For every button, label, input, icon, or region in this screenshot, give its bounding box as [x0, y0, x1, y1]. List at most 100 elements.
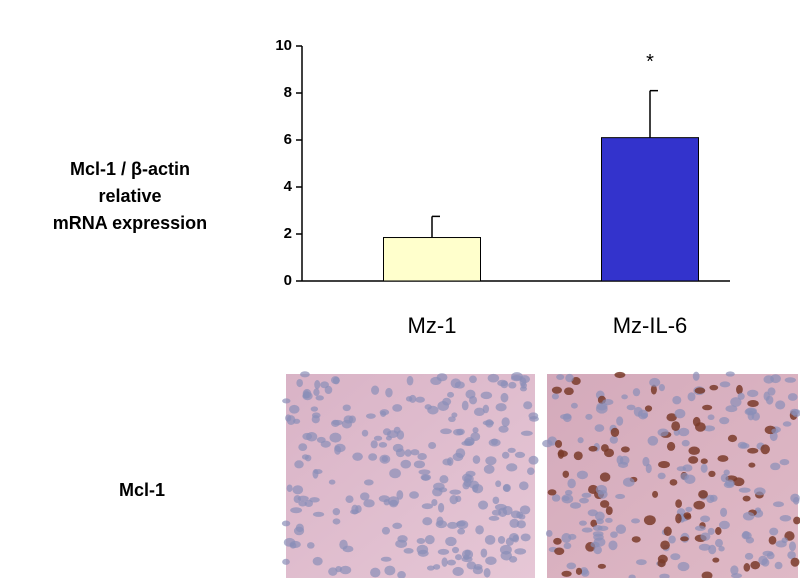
- cell-nucleus: [554, 440, 563, 448]
- cell-nucleus: [605, 517, 613, 523]
- cell-nucleus: [482, 420, 495, 426]
- cell-nucleus: [775, 400, 786, 410]
- cell-nucleus: [461, 556, 473, 563]
- cell-nucleus: [715, 538, 723, 548]
- cell-nucleus: [700, 532, 711, 541]
- cell-nucleus: [415, 396, 425, 403]
- cell-nucleus: [698, 490, 708, 499]
- cell-nucleus: [290, 507, 303, 514]
- cell-nucleus: [445, 536, 457, 547]
- cell-nucleus: [694, 387, 706, 394]
- cell-nucleus: [581, 527, 593, 533]
- cell-nucleus: [725, 371, 735, 377]
- cell-nucleus: [451, 412, 458, 418]
- cell-nucleus: [296, 378, 303, 388]
- cell-nucleus: [730, 397, 742, 407]
- cell-nucleus: [342, 404, 351, 412]
- y-tick-label: 2: [284, 225, 292, 242]
- cell-nucleus: [718, 520, 730, 530]
- cell-nucleus: [703, 425, 716, 432]
- cell-nucleus: [566, 562, 577, 570]
- cell-nucleus: [737, 392, 745, 400]
- cell-nucleus: [368, 453, 378, 461]
- cell-nucleus: [495, 480, 502, 488]
- cell-nucleus: [360, 492, 370, 501]
- cell-nucleus: [666, 413, 677, 422]
- cell-nucleus: [545, 530, 553, 537]
- cell-nucleus: [289, 404, 300, 414]
- cell-nucleus: [309, 497, 320, 503]
- cell-nucleus: [748, 462, 756, 468]
- cell-nucleus: [781, 537, 788, 544]
- cell-nucleus: [596, 402, 608, 411]
- cell-nucleus: [298, 500, 307, 507]
- cell-nucleus: [720, 473, 729, 483]
- cell-nucleus: [332, 508, 341, 516]
- cell-nucleus: [289, 540, 301, 549]
- cell-nucleus: [499, 544, 512, 555]
- cell-nucleus: [573, 451, 583, 461]
- cell-nucleus: [485, 556, 497, 565]
- cell-nucleus: [387, 496, 400, 506]
- cell-nucleus: [472, 484, 484, 494]
- cell-nucleus: [657, 428, 669, 437]
- cell-nucleus: [610, 531, 618, 538]
- cell-nucleus: [708, 544, 717, 555]
- cell-nucleus: [314, 380, 321, 390]
- cell-nucleus: [615, 524, 627, 535]
- cell-nucleus: [413, 460, 426, 469]
- cell-nucleus: [738, 487, 751, 493]
- cell-nucleus: [663, 526, 672, 536]
- cell-nucleus: [657, 559, 666, 568]
- cell-nucleus: [298, 443, 308, 451]
- cell-nucleus: [715, 527, 722, 535]
- cell-nucleus: [750, 560, 761, 570]
- cell-nucleus: [332, 376, 340, 385]
- cell-nucleus: [557, 450, 568, 457]
- cell-nucleus: [793, 516, 800, 525]
- cell-nucleus: [295, 523, 304, 533]
- cell-nucleus: [621, 394, 628, 400]
- cell-nucleus: [397, 571, 406, 578]
- cell-nucleus: [758, 555, 768, 566]
- cell-nucleus: [294, 460, 304, 469]
- cell-nucleus: [547, 489, 557, 496]
- cell-nucleus: [631, 518, 641, 524]
- cell-nucleus: [382, 428, 392, 436]
- cell-nucleus: [640, 412, 648, 419]
- cell-nucleus: [508, 381, 517, 389]
- cell-nucleus: [681, 439, 690, 447]
- x-tick-label: Mz-IL-6: [613, 313, 688, 338]
- cell-nucleus: [464, 437, 475, 446]
- cell-nucleus: [310, 406, 319, 412]
- cell-nucleus: [615, 493, 626, 500]
- cell-nucleus: [616, 455, 624, 465]
- cell-nucleus: [505, 537, 514, 546]
- cell-nucleus: [571, 377, 581, 386]
- cell-nucleus: [717, 455, 729, 462]
- cell-nucleus: [614, 371, 626, 379]
- cell-nucleus: [669, 479, 678, 486]
- cell-nucleus: [441, 557, 448, 567]
- cell-nucleus: [644, 405, 653, 412]
- cell-nucleus: [420, 473, 432, 481]
- cell-nucleus: [514, 548, 527, 555]
- cell-nucleus: [365, 413, 376, 419]
- cell-nucleus: [514, 451, 526, 459]
- cell-nucleus: [328, 567, 338, 576]
- cell-nucleus: [668, 535, 676, 544]
- micrograph: [281, 371, 539, 578]
- cell-nucleus: [405, 396, 413, 402]
- cell-nucleus: [392, 443, 404, 453]
- cell-nucleus: [743, 563, 751, 572]
- cell-nucleus: [674, 408, 686, 419]
- cell-nucleus: [561, 570, 572, 577]
- cell-nucleus: [579, 520, 587, 526]
- cell-nucleus: [592, 531, 604, 537]
- cell-nucleus: [569, 502, 582, 509]
- cell-nucleus: [483, 464, 495, 474]
- cell-nucleus: [503, 484, 511, 492]
- cell-nucleus: [304, 454, 312, 462]
- cell-nucleus: [528, 412, 539, 420]
